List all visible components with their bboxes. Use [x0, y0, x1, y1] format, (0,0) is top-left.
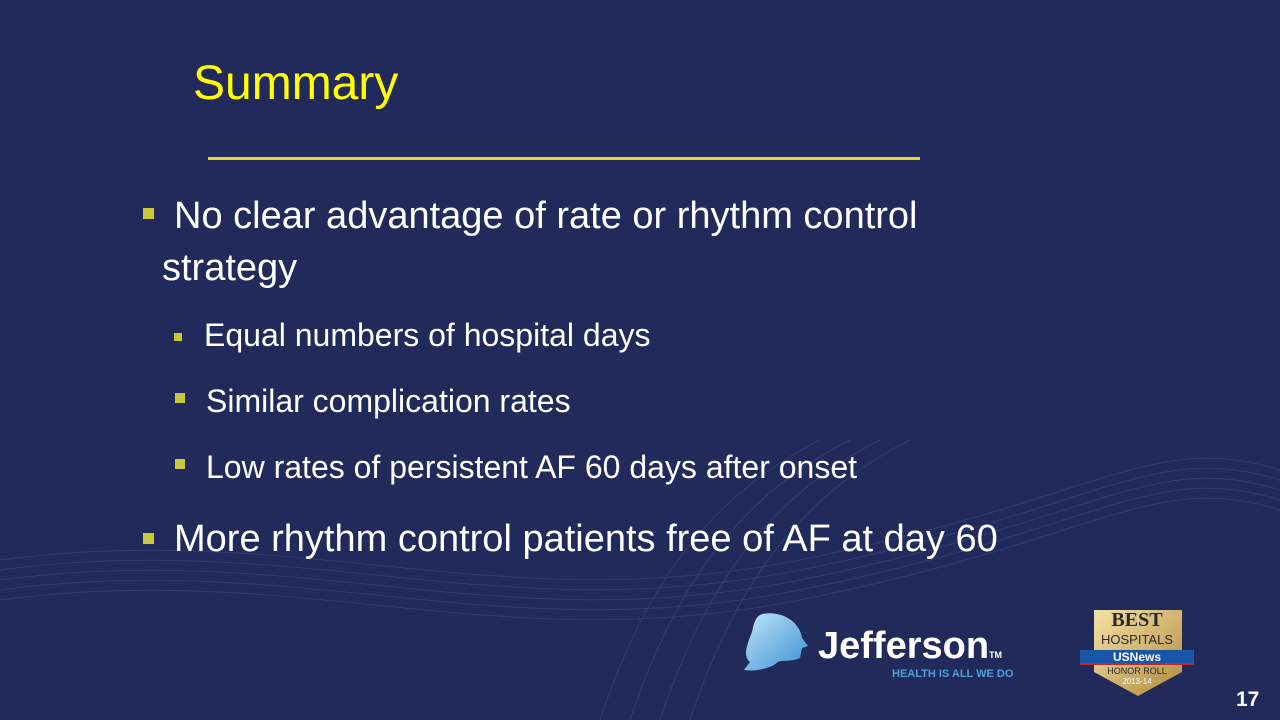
badge-year: 2013-14 — [1122, 677, 1152, 686]
title-underline — [208, 157, 920, 160]
us-news-best-hospitals-badge: BEST HOSPITALS USNews HONOR ROLL 2013-14 — [1080, 610, 1194, 696]
bullet-1-line2: strategy — [162, 247, 298, 289]
sub-bullet-3: Low rates of persistent AF 60 days after… — [206, 449, 858, 485]
sub-bullet-icon — [175, 459, 185, 469]
bullet-icon — [143, 533, 154, 544]
page-number: 17 — [1236, 688, 1260, 711]
bullet-2: More rhythm control patients free of AF … — [174, 518, 998, 560]
sub-bullet-2: Similar complication rates — [206, 383, 571, 419]
logo-name: Jefferson — [818, 625, 990, 667]
sub-bullet-icon — [175, 393, 185, 403]
jefferson-logo-text: JeffersonTM — [818, 627, 1002, 674]
badge-best: BEST — [1111, 609, 1163, 631]
sub-bullet-1: Equal numbers of hospital days — [204, 317, 651, 353]
jefferson-head-logo-icon — [744, 613, 808, 671]
badge-usnews: USNews — [1112, 650, 1162, 664]
logo-tagline: HEALTH IS ALL WE DO — [892, 668, 1014, 680]
slide-title: Summary — [193, 57, 399, 110]
logo-tm: TM — [989, 650, 1003, 660]
bullet-icon — [143, 208, 154, 219]
badge-hospitals: HOSPITALS — [1100, 632, 1173, 647]
badge-honor-roll: HONOR ROLL — [1107, 666, 1167, 676]
sub-bullet-icon — [174, 333, 182, 341]
bullet-1-line1: No clear advantage of rate or rhythm con… — [174, 195, 918, 237]
